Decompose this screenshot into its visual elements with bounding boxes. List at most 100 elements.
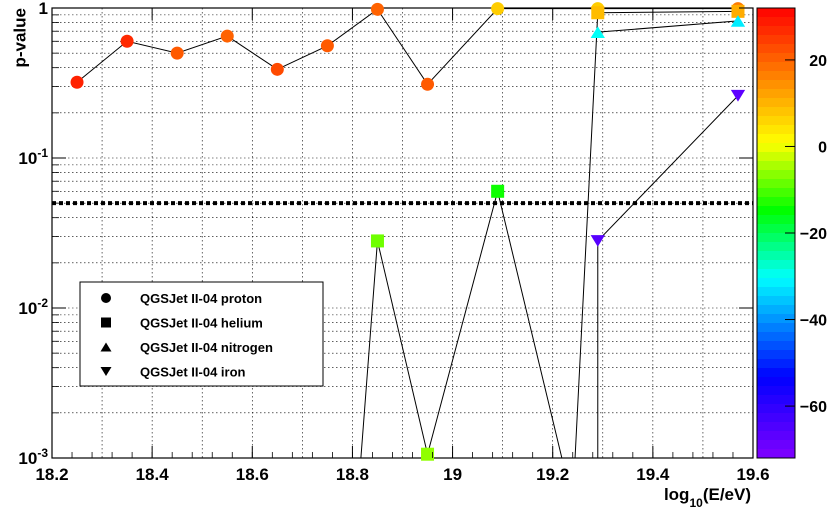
data-point	[270, 62, 284, 76]
colorbar-band	[757, 350, 795, 360]
colorbar-band	[757, 188, 795, 198]
colorbar-band	[757, 80, 795, 90]
colorbar-band	[757, 332, 795, 342]
x-tick-label: 19	[443, 465, 462, 484]
legend-marker	[101, 293, 111, 303]
colorbar-band	[757, 17, 795, 27]
data-point	[70, 75, 84, 89]
legend: QGSJet II-04 proton QGSJet II-04 helium QG…	[79, 281, 324, 387]
colorbar-band	[757, 341, 795, 351]
colorbar-band	[757, 53, 795, 63]
data-point	[590, 235, 605, 247]
colorbar-band	[757, 440, 795, 450]
data-markers	[70, 2, 746, 461]
colorbar-band	[757, 269, 795, 279]
colorbar-band	[757, 413, 795, 423]
x-tick-label: 18.8	[336, 465, 369, 484]
data-point	[421, 447, 435, 461]
colorbar-band	[757, 422, 795, 432]
colorbar-band	[757, 305, 795, 315]
legend-marker	[100, 367, 112, 376]
axes: 18.2 18.4 18.6 18.8 19 19.2 19.4 19.6 10-3 10-2 10…	[18, 0, 769, 484]
data-point	[491, 184, 505, 198]
data-point	[170, 46, 184, 60]
colorbar-band	[757, 98, 795, 108]
colorbar-band	[757, 134, 795, 144]
data-point	[120, 34, 134, 48]
colorbar-band	[757, 386, 795, 396]
data-point	[730, 15, 746, 27]
y-axis-title: p-value	[10, 8, 29, 68]
colorbar-band	[757, 224, 795, 234]
colorbar-band	[757, 62, 795, 72]
colorbar-band	[757, 431, 795, 441]
colorbar-band	[757, 242, 795, 252]
colorbar-band	[757, 116, 795, 126]
colorbar-tick-label: −20	[800, 226, 827, 243]
colorbar-band	[757, 152, 795, 162]
colorbar-band	[757, 368, 795, 378]
colorbar-band	[757, 260, 795, 270]
legend-label: QGSJet II-04 helium	[140, 316, 263, 331]
colorbar-band	[757, 404, 795, 414]
legend-label: QGSJet II-04 proton	[140, 291, 262, 306]
x-tick-label: 19.4	[636, 465, 670, 484]
colorbar: 20 0 −20 −40 −60	[756, 7, 827, 459]
data-point	[591, 6, 605, 20]
data-point	[370, 2, 384, 16]
colorbar-band	[757, 71, 795, 81]
x-tick-label: 18.4	[136, 465, 170, 484]
x-tick-label: 18.6	[236, 465, 269, 484]
colorbar-band	[757, 179, 795, 189]
colorbar-band	[757, 197, 795, 207]
x-tick-label: 19.6	[736, 465, 769, 484]
data-point	[491, 2, 505, 16]
data-point	[370, 234, 384, 248]
colorbar-band	[757, 35, 795, 45]
colorbar-band	[757, 206, 795, 216]
data-point	[590, 26, 605, 39]
colorbar-band	[757, 44, 795, 54]
colorbar-band	[757, 323, 795, 333]
colorbar-band	[757, 170, 795, 180]
colorbar-band	[757, 143, 795, 153]
data-point	[220, 29, 234, 43]
colorbar-band	[757, 359, 795, 369]
colorbar-tick-label: −40	[800, 313, 827, 330]
colorbar-band	[757, 233, 795, 243]
legend-marker	[101, 317, 111, 328]
colorbar-band	[757, 251, 795, 261]
colorbar-band	[757, 8, 795, 18]
data-point	[320, 39, 334, 53]
colorbar-band	[757, 161, 795, 171]
x-tick-label: 19.2	[536, 465, 569, 484]
colorbar-tick-label: 0	[818, 139, 827, 156]
y-tick-label: 10-2	[18, 296, 48, 318]
colorbar-band	[757, 287, 795, 297]
x-tick-label: 18.2	[35, 465, 68, 484]
colorbar-band	[757, 377, 795, 387]
legend-marker	[100, 342, 112, 352]
colorbar-band	[757, 296, 795, 306]
series-line	[597, 20, 739, 33]
colorbar-band	[757, 278, 795, 288]
legend-label: QGSJet II-04 iron	[140, 365, 246, 380]
colorbar-band	[757, 107, 795, 117]
legend-box	[79, 281, 324, 387]
data-point	[730, 89, 746, 102]
y-tick-label: 1	[39, 0, 48, 18]
colorbar-band	[757, 89, 795, 99]
y-tick-label: 10-1	[18, 146, 48, 168]
colorbar-band	[757, 26, 795, 36]
colorbar-band	[757, 125, 795, 135]
y-tick-label: 10-3	[18, 446, 48, 468]
x-axis-title: log10(E/eV)	[664, 485, 751, 510]
legend-label: QGSJet II-04 nitrogen	[140, 340, 273, 355]
colorbar-band	[757, 449, 795, 459]
colorbar-band	[757, 395, 795, 405]
colorbar-band	[757, 215, 795, 225]
colorbar-tick-label: −60	[800, 399, 827, 416]
colorbar-tick-label: 20	[809, 53, 827, 70]
